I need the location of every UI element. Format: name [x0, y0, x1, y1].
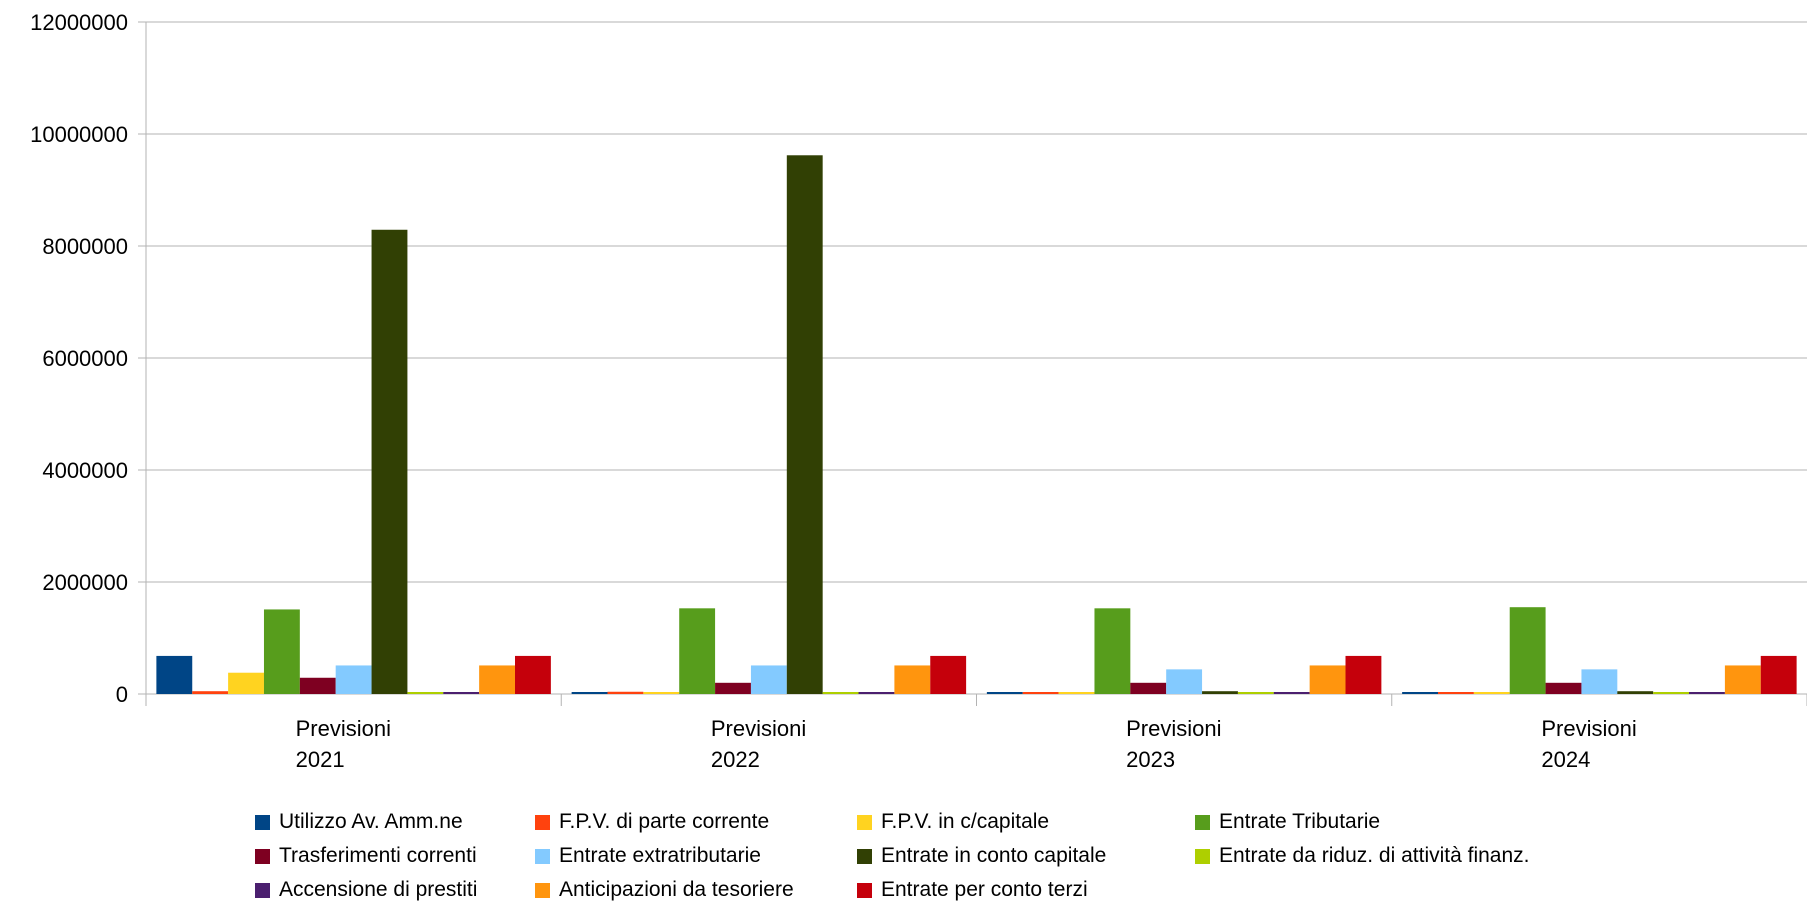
legend-swatch [255, 848, 270, 864]
bar [335, 665, 372, 694]
legend-label: Entrate da riduz. di attività finanz. [1219, 844, 1530, 867]
x-category-label: Previsioni [711, 716, 806, 741]
bar [407, 692, 444, 694]
bar [371, 229, 408, 694]
legend-item: F.P.V. in c/capitale [857, 810, 1195, 834]
bar [1309, 665, 1346, 694]
bar [1022, 692, 1059, 694]
legend-label: Utilizzo Av. Amm.ne [279, 810, 463, 833]
bar [986, 692, 1023, 694]
legend-item: Entrate da riduz. di attività finanz. [1195, 844, 1555, 868]
x-category-label: 2023 [1126, 747, 1175, 772]
bar [858, 692, 895, 694]
bar [786, 155, 823, 694]
bar [571, 692, 608, 694]
legend-swatch [255, 814, 270, 830]
x-axis-labels: Previsioni 2021 Previsioni 2022 Previsioni 20… [296, 716, 1637, 772]
bar [894, 665, 931, 694]
gridlines [146, 21, 1807, 583]
legend-label: Accensione di prestiti [279, 878, 478, 901]
bar [515, 655, 551, 694]
bar [930, 655, 967, 694]
legend-item: Utilizzo Av. Amm.ne [255, 810, 535, 834]
bar [1237, 692, 1274, 694]
bar [1437, 692, 1474, 694]
legend-label: Anticipazioni da tesoriere [559, 878, 794, 901]
bar [1130, 682, 1167, 694]
bar [607, 691, 644, 694]
legend-label: Entrate in conto capitale [881, 844, 1107, 867]
bar [1581, 669, 1618, 694]
bar [750, 665, 787, 694]
x-category-label: 2022 [711, 747, 760, 772]
bar [299, 677, 336, 694]
legend-swatch [857, 814, 872, 830]
x-category-label: Previsioni [1541, 716, 1636, 741]
bar [1724, 665, 1761, 694]
bar [715, 682, 751, 694]
legend-swatch [1195, 814, 1210, 830]
legend-label: F.P.V. di parte corrente [559, 810, 770, 833]
x-category-label: Previsioni [1126, 716, 1221, 741]
x-category-label: 2021 [296, 747, 345, 772]
legend-item: Accensione di prestiti [255, 878, 535, 902]
bar [1689, 692, 1725, 694]
bar [263, 609, 300, 694]
legend-swatch [535, 848, 550, 864]
y-tick-label: 2000000 [42, 570, 128, 595]
bars [156, 155, 1797, 694]
bar [443, 692, 480, 694]
y-tick-label: 0 [116, 682, 128, 707]
bar [479, 665, 516, 694]
bar [679, 608, 716, 694]
legend-label: Entrate per conto terzi [881, 878, 1088, 901]
y-tick-label: 8000000 [42, 234, 128, 259]
legend-item: Entrate per conto terzi [857, 878, 1195, 902]
legend-label: Entrate extratributarie [559, 844, 761, 867]
bar [1760, 655, 1797, 694]
y-tick-label: 4000000 [42, 458, 128, 483]
legend-item: Anticipazioni da tesoriere [535, 878, 857, 902]
legend-item: Entrate in conto capitale [857, 844, 1195, 868]
bar [1545, 682, 1582, 694]
legend-item: F.P.V. di parte corrente [535, 810, 857, 834]
legend-swatch [535, 882, 550, 898]
bar [643, 692, 680, 694]
legend-item: Entrate extratributarie [535, 844, 857, 868]
bar [1345, 655, 1382, 694]
legend-item: Trasferimenti correnti [255, 844, 535, 868]
bar [1617, 691, 1654, 694]
y-tick-label: 12000000 [30, 10, 128, 35]
bar [1473, 692, 1510, 694]
legend: Utilizzo Av. Amm.ne F.P.V. di parte corre… [255, 810, 1555, 902]
legend-swatch [535, 814, 550, 830]
x-category-label: Previsioni [296, 716, 391, 741]
y-tick-label: 10000000 [30, 122, 128, 147]
bar [192, 691, 229, 694]
bar [1094, 608, 1131, 694]
y-axis-ticks: 0 2000000 4000000 6000000 8000000 10000000 120… [30, 10, 146, 707]
bar [228, 672, 264, 694]
x-category-label: 2024 [1541, 747, 1590, 772]
bar [1058, 692, 1095, 694]
bar [822, 692, 859, 694]
legend-swatch [857, 882, 872, 898]
bar [1166, 669, 1203, 694]
legend-item: Entrate Tributarie [1195, 810, 1555, 834]
legend-swatch [857, 848, 872, 864]
legend-label: Trasferimenti correnti [279, 844, 477, 867]
legend-swatch [1195, 848, 1210, 864]
y-tick-label: 6000000 [42, 346, 128, 371]
legend-label: F.P.V. in c/capitale [881, 810, 1050, 833]
legend-label: Entrate Tributarie [1219, 810, 1381, 833]
bar [1202, 691, 1238, 694]
bar [1509, 607, 1546, 694]
bar [1402, 692, 1438, 694]
bar [1273, 692, 1310, 694]
bar [1653, 692, 1690, 694]
legend-swatch [255, 882, 270, 898]
bar [156, 655, 193, 694]
